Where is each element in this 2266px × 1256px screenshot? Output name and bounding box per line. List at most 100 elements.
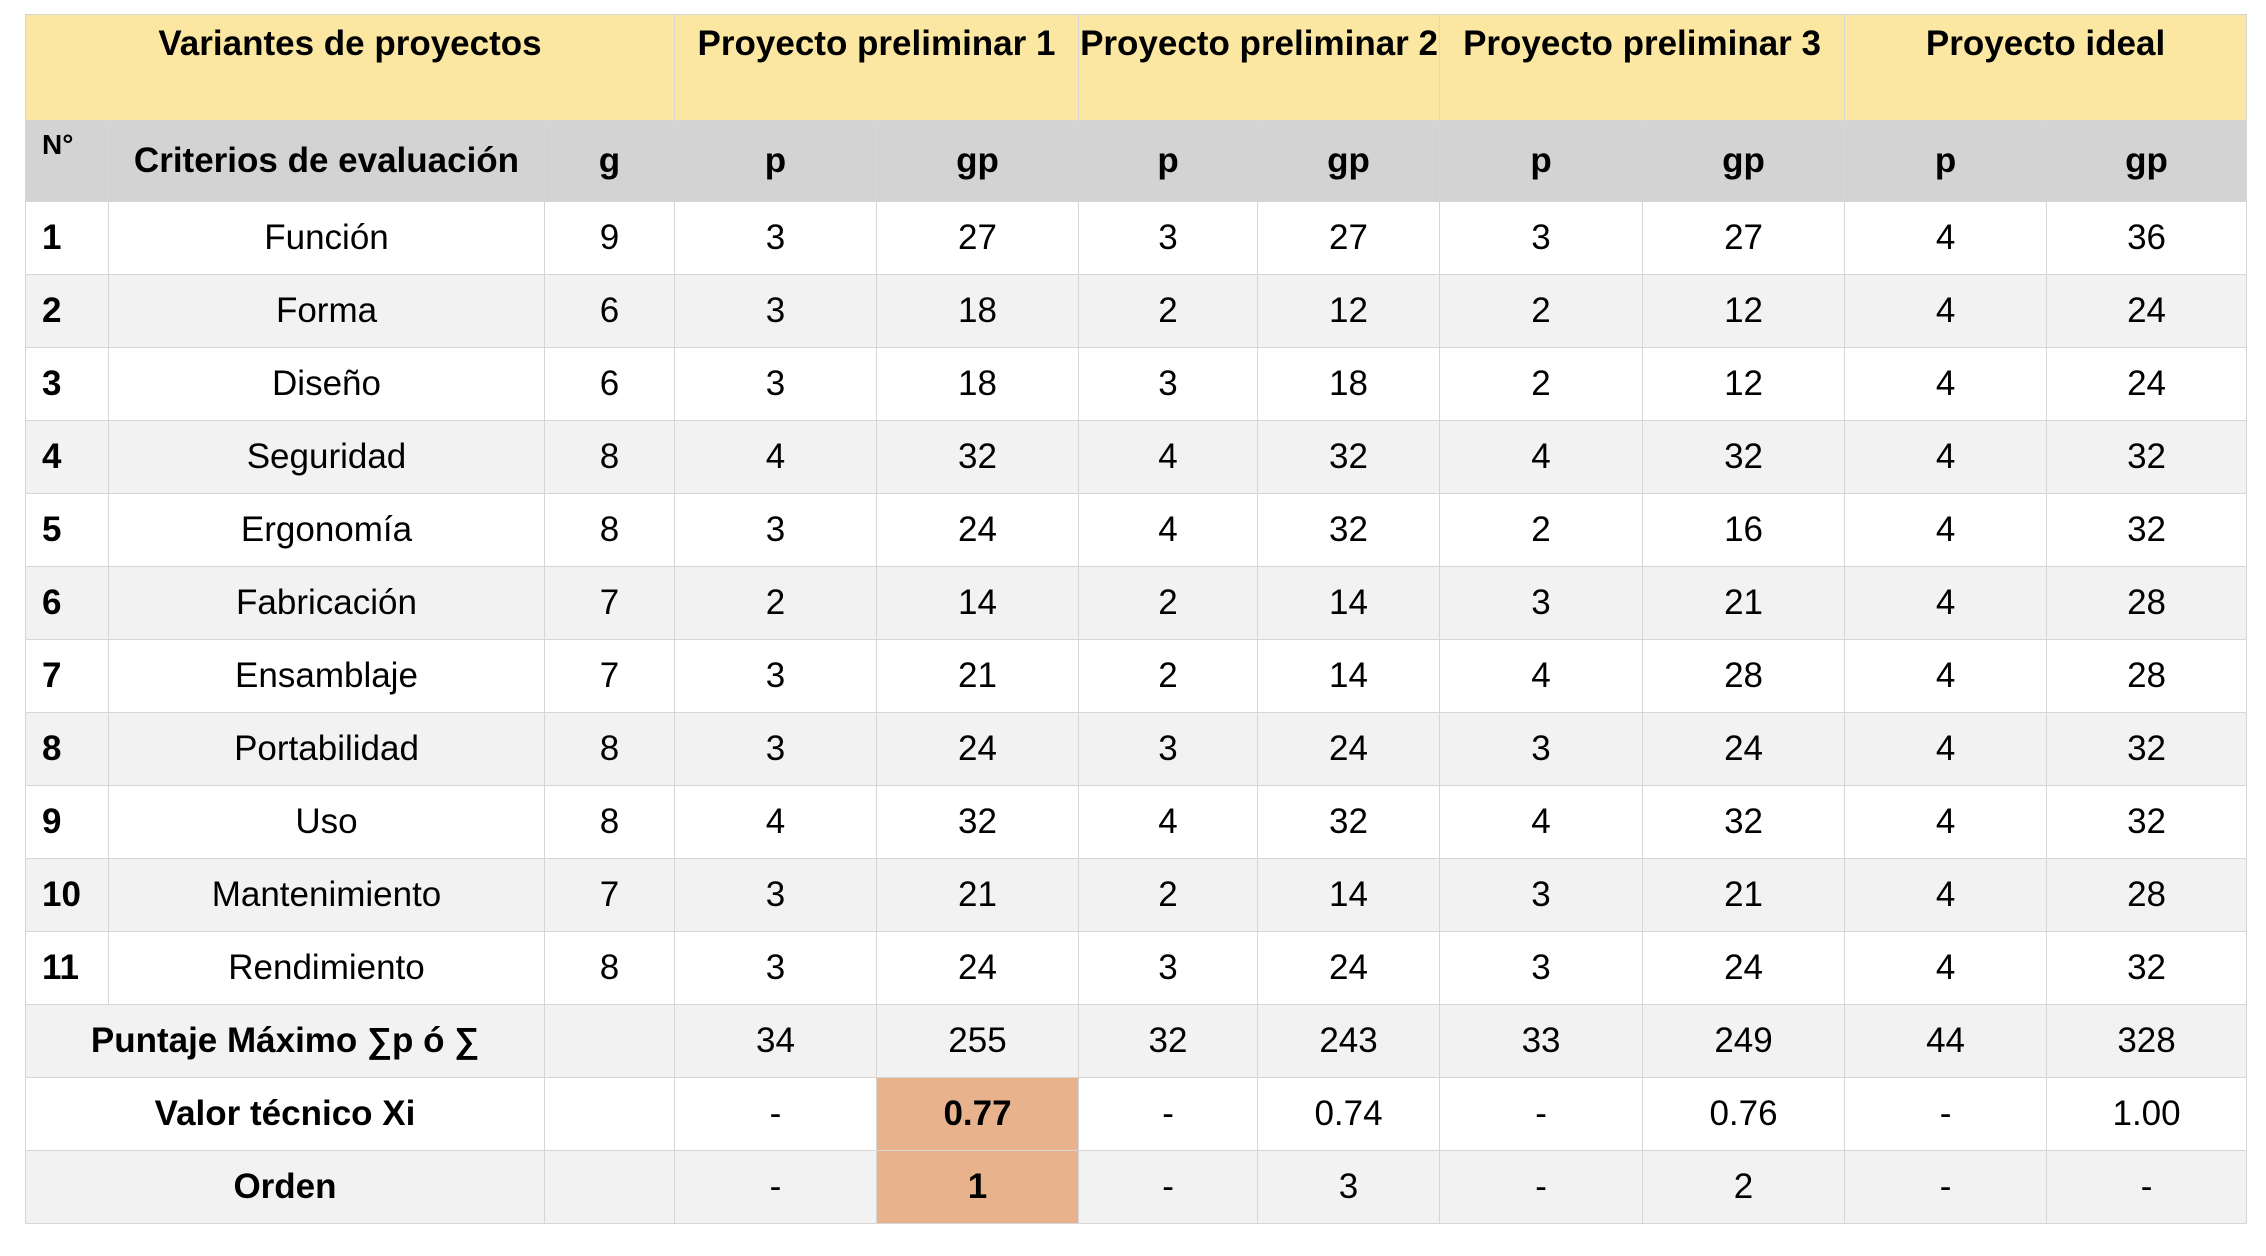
gp3-cell: 12: [1642, 274, 1846, 348]
table-row: 2 Forma 6 3 18 2 12 2 12 4 24: [25, 274, 2248, 348]
gp2-cell: 14: [1257, 639, 1441, 713]
p-ideal-cell: -: [1844, 1077, 2048, 1151]
criterion-cell: Portabilidad: [108, 712, 545, 786]
p2-cell: 3: [1078, 201, 1259, 275]
p-ideal-cell: 4: [1844, 712, 2048, 786]
gp3-cell: 32: [1642, 420, 1846, 494]
gp1-cell: 21: [875, 858, 1080, 932]
gp1-cell: 24: [875, 493, 1080, 567]
gp2-cell: 18: [1257, 347, 1441, 421]
gp3-cell: 27: [1642, 201, 1846, 275]
criterion-cell: Ensamblaje: [108, 639, 545, 713]
max-score-label: Puntaje Máximo ∑p ó ∑: [25, 1004, 545, 1078]
gp1-cell: 32: [875, 785, 1080, 859]
gp1-cell: 24: [875, 712, 1080, 786]
number-cell: 6: [25, 566, 109, 640]
gp-column-header: gp: [1642, 120, 1846, 202]
gp3-cell: 24: [1642, 712, 1846, 786]
p1-cell: -: [674, 1077, 877, 1151]
gp-ideal-cell: 36: [2046, 201, 2248, 275]
p-column-header: p: [1078, 120, 1259, 202]
gp2-cell: 32: [1257, 493, 1441, 567]
project-3-header: Proyecto preliminar 3: [1439, 14, 1846, 121]
criterion-cell: Rendimiento: [108, 931, 545, 1005]
gp3-cell: 24: [1642, 931, 1846, 1005]
gp1-cell: 18: [875, 347, 1080, 421]
p3-cell: 3: [1439, 931, 1644, 1005]
p3-cell: 2: [1439, 347, 1644, 421]
p2-cell: 2: [1078, 639, 1259, 713]
weight-cell: 8: [544, 712, 675, 786]
p3-cell: 4: [1439, 785, 1644, 859]
p-ideal-cell: 4: [1844, 931, 2048, 1005]
number-cell: 10: [25, 858, 109, 932]
table-row: 8 Portabilidad 8 3 24 3 24 3 24 4 32: [25, 712, 2248, 786]
table-row: 5 Ergonomía 8 3 24 4 32 2 16 4 32: [25, 493, 2248, 567]
empty-cell: [544, 1077, 675, 1151]
gp3-cell: 0.76: [1642, 1077, 1846, 1151]
gp2-cell: 14: [1257, 858, 1441, 932]
p3-cell: 4: [1439, 420, 1644, 494]
p2-cell: 3: [1078, 712, 1259, 786]
p-column-header: p: [674, 120, 877, 202]
criterion-cell: Mantenimiento: [108, 858, 545, 932]
table-row: 9 Uso 8 4 32 4 32 4 32 4 32: [25, 785, 2248, 859]
p-ideal-cell: 4: [1844, 274, 2048, 348]
gp-ideal-cell: 32: [2046, 785, 2248, 859]
p-ideal-cell: 4: [1844, 858, 2048, 932]
gp2-cell: 24: [1257, 931, 1441, 1005]
gp1-cell: 21: [875, 639, 1080, 713]
p-ideal-cell: 4: [1844, 639, 2048, 713]
table-row: 3 Diseño 6 3 18 3 18 2 12 4 24: [25, 347, 2248, 421]
p2-cell: 4: [1078, 493, 1259, 567]
table-row: 11 Rendimiento 8 3 24 3 24 3 24 4 32: [25, 931, 2248, 1005]
gp-ideal-cell: 28: [2046, 858, 2248, 932]
p1-cell: 3: [674, 858, 877, 932]
weight-cell: 9: [544, 201, 675, 275]
gp1-highlight-cell: 1: [875, 1150, 1080, 1224]
gp-ideal-cell: 32: [2046, 493, 2248, 567]
weight-cell: 7: [544, 639, 675, 713]
p2-cell: -: [1078, 1077, 1259, 1151]
weight-cell: 8: [544, 931, 675, 1005]
p3-cell: 3: [1439, 712, 1644, 786]
gp-ideal-cell: 24: [2046, 274, 2248, 348]
gp1-cell: 18: [875, 274, 1080, 348]
p2-cell: 3: [1078, 931, 1259, 1005]
gp2-cell: 27: [1257, 201, 1441, 275]
p-ideal-cell: -: [1844, 1150, 2048, 1224]
gp-ideal-cell: 28: [2046, 566, 2248, 640]
criterion-cell: Seguridad: [108, 420, 545, 494]
project-1-header: Proyecto preliminar 1: [673, 14, 1080, 121]
gp1-cell: 24: [875, 931, 1080, 1005]
subheader-row: N° Criterios de evaluación g p gp p gp p…: [25, 120, 2248, 202]
gp2-cell: 0.74: [1257, 1077, 1441, 1151]
technical-value-row: Valor técnico Xi - 0.77 - 0.74 - 0.76 - …: [25, 1077, 2248, 1151]
p1-cell: -: [674, 1150, 877, 1224]
technical-value-label: Valor técnico Xi: [25, 1077, 545, 1151]
gp3-cell: 16: [1642, 493, 1846, 567]
weight-cell: 7: [544, 566, 675, 640]
number-cell: 8: [25, 712, 109, 786]
header-row: Variantes de proyectos Proyecto prelimin…: [25, 14, 2248, 121]
gp-column-header: gp: [875, 120, 1080, 202]
p2-cell: 3: [1078, 347, 1259, 421]
order-row: Orden - 1 - 3 - 2 - -: [25, 1150, 2248, 1224]
p2-cell: 32: [1078, 1004, 1259, 1078]
gp2-cell: 32: [1257, 420, 1441, 494]
table-row: 4 Seguridad 8 4 32 4 32 4 32 4 32: [25, 420, 2248, 494]
p3-cell: 2: [1439, 493, 1644, 567]
gp3-cell: 32: [1642, 785, 1846, 859]
gp2-cell: 24: [1257, 712, 1441, 786]
gp-ideal-cell: 28: [2046, 639, 2248, 713]
gp3-cell: 2: [1642, 1150, 1846, 1224]
criterion-cell: Uso: [108, 785, 545, 859]
criteria-column-header: Criterios de evaluación: [108, 120, 545, 202]
gp2-cell: 14: [1257, 566, 1441, 640]
criterion-cell: Fabricación: [108, 566, 545, 640]
p3-cell: -: [1439, 1077, 1644, 1151]
table-row: 1 Función 9 3 27 3 27 3 27 4 36: [25, 201, 2248, 275]
p-ideal-cell: 4: [1844, 785, 2048, 859]
gp3-cell: 21: [1642, 566, 1846, 640]
weight-cell: 6: [544, 347, 675, 421]
